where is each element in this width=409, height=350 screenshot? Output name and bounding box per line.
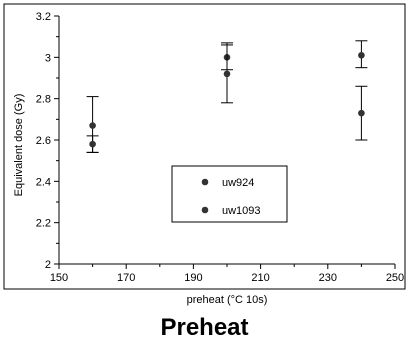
legend-label-uw1093: uw1093 <box>222 205 261 217</box>
legend-label-uw924: uw924 <box>222 177 254 189</box>
legend: uw924 uw1093 <box>171 165 288 223</box>
scatter-chart: 2 2.2 2.4 2.6 2.8 3 3.2 150 170 190 210 230 250 Equi… <box>3 3 406 306</box>
data-point-uw1093 <box>358 109 365 117</box>
y-tick-label: 2.4 <box>36 176 51 188</box>
y-tick-label: 3 <box>45 52 51 64</box>
y-tick-label: 3.2 <box>36 11 51 23</box>
x-tick-label: 210 <box>251 272 269 284</box>
data-point-uw924 <box>89 122 96 129</box>
data-point-uw1093 <box>223 70 231 78</box>
y-tick-label: 2.6 <box>36 135 51 147</box>
x-tick-label: 150 <box>50 272 68 284</box>
y-tick-label: 2.2 <box>36 218 51 230</box>
x-axis-title: preheat (°C 10s) <box>187 294 268 306</box>
caption-title: Preheat <box>160 314 249 341</box>
x-tick-label: 190 <box>184 272 202 284</box>
y-tick-label: 2.8 <box>36 94 51 106</box>
chart-frame <box>3 3 406 290</box>
x-tick-label: 170 <box>117 272 135 284</box>
y-axis-title: Equivalent dose (Gy) <box>13 94 25 197</box>
data-point-uw1093 <box>89 140 96 148</box>
legend-marker-uw1093 <box>201 206 209 214</box>
y-tick-label: 2 <box>45 259 51 271</box>
legend-marker-uw924 <box>201 178 209 186</box>
legend-box <box>171 165 288 223</box>
data-point-uw924 <box>358 51 365 59</box>
x-tick-label: 230 <box>319 272 337 284</box>
x-tick-label: 250 <box>386 272 404 284</box>
